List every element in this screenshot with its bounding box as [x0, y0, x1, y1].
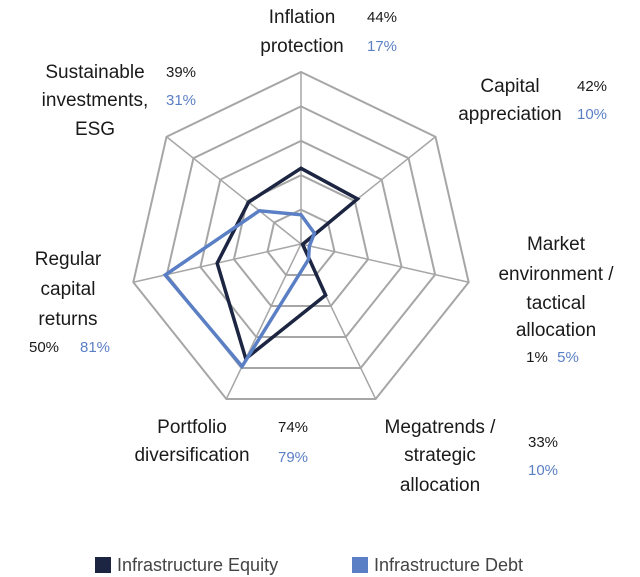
value-label: 5%	[557, 349, 579, 366]
category-label-line: ESG	[75, 119, 115, 140]
value-label: 10%	[528, 462, 558, 479]
category-label-line: allocation	[516, 320, 596, 341]
spoke	[300, 243, 469, 284]
legend-swatch	[95, 557, 111, 573]
value-label: 74%	[278, 419, 308, 436]
category-label-line: capital	[41, 279, 96, 300]
category-label-line: allocation	[400, 475, 480, 496]
category-label-line: Regular	[35, 249, 102, 270]
category-label-line: Megatrends /	[385, 417, 497, 438]
grid-ring	[132, 70, 470, 400]
category-label-line: Market	[527, 234, 586, 255]
value-label: 10%	[577, 106, 607, 123]
value-label: 17%	[367, 38, 397, 55]
category-label-line: protection	[260, 36, 343, 57]
category-label: Capital appreciation	[458, 76, 562, 125]
series-line	[162, 208, 317, 370]
grid-ring	[165, 105, 437, 369]
value-label: 42%	[577, 78, 607, 95]
value-label: 39%	[166, 64, 196, 81]
category-label: Market environment / tactical allocation	[498, 234, 614, 341]
category-label: Sustainable investments, ESG	[42, 62, 149, 140]
legend-label: Infrastructure Equity	[117, 555, 278, 575]
category-label-line: appreciation	[458, 104, 562, 125]
grid-ring	[199, 139, 403, 338]
category-label-line: environment /	[498, 264, 614, 285]
category-label-line: Inflation	[269, 7, 336, 28]
category-label-line: Capital	[480, 76, 539, 97]
category-label-line: Sustainable	[45, 62, 144, 83]
category-label: Inflation protection	[260, 7, 343, 57]
value-label: 50%	[29, 339, 59, 356]
legend-label: Infrastructure Debt	[374, 555, 523, 575]
category-label-line: investments,	[42, 90, 149, 111]
category-label: Megatrends / strategic allocation	[385, 417, 497, 496]
category-label-line: tactical	[526, 293, 585, 314]
category-label-line: Portfolio	[157, 417, 227, 438]
value-label: 81%	[80, 339, 110, 356]
series-line	[215, 166, 361, 362]
category-label-line: returns	[38, 309, 97, 330]
value-label: 31%	[166, 92, 196, 109]
value-label: 79%	[278, 449, 308, 466]
spoke	[166, 136, 302, 245]
value-label: 1%	[526, 349, 548, 366]
category-label: Portfolio diversification	[134, 417, 249, 466]
category-label: Regular capital returns	[35, 249, 102, 330]
category-label-line: diversification	[134, 445, 249, 466]
legend-swatch	[352, 557, 368, 573]
category-label-line: strategic	[404, 445, 476, 466]
grid-ring	[266, 208, 336, 276]
value-label: 44%	[367, 9, 397, 26]
value-label: 33%	[528, 434, 558, 451]
spoke	[225, 243, 302, 400]
